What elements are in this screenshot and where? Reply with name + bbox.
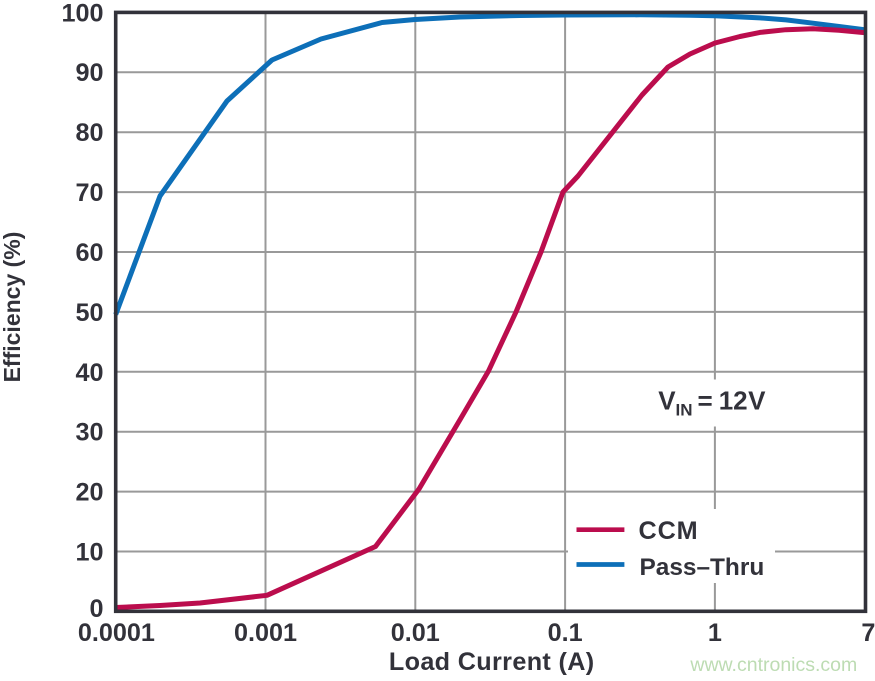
svg-text:100: 100 xyxy=(61,0,103,27)
svg-text:20: 20 xyxy=(75,479,103,507)
svg-text:0.1: 0.1 xyxy=(548,619,583,647)
svg-text:90: 90 xyxy=(75,59,103,87)
svg-text:Pass–Thru: Pass–Thru xyxy=(640,554,765,581)
svg-text:80: 80 xyxy=(75,119,103,147)
svg-text:10: 10 xyxy=(75,539,103,567)
svg-text:Efficiency (%): Efficiency (%) xyxy=(0,232,25,383)
svg-text:www.cntronics.com: www.cntronics.com xyxy=(689,654,857,676)
svg-text:0.0001: 0.0001 xyxy=(78,619,155,647)
svg-text:VIN=12V: VIN = 12V xyxy=(658,386,766,420)
svg-text:50: 50 xyxy=(75,299,103,327)
svg-text:Load Current (A): Load Current (A) xyxy=(389,648,595,676)
svg-text:0.01: 0.01 xyxy=(391,619,440,647)
svg-text:1: 1 xyxy=(708,619,722,647)
svg-text:0.001: 0.001 xyxy=(234,619,297,647)
svg-text:60: 60 xyxy=(75,239,103,267)
svg-text:0: 0 xyxy=(89,595,103,623)
svg-text:30: 30 xyxy=(75,419,103,447)
svg-text:70: 70 xyxy=(75,179,103,207)
svg-text:7: 7 xyxy=(861,619,875,647)
svg-text:40: 40 xyxy=(75,359,103,387)
svg-text:CCM: CCM xyxy=(639,517,699,545)
